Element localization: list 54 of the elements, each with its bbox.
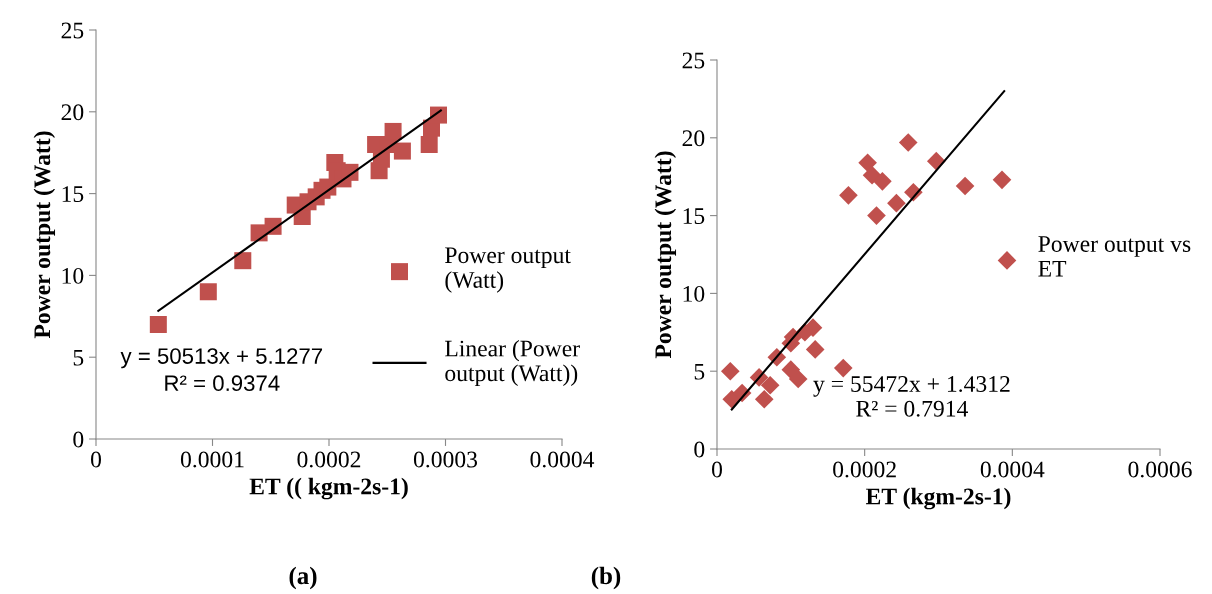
y-tick-label: 0 (73, 431, 84, 448)
y-tick-label: 10 (683, 285, 705, 302)
x-tick-label: 0.0002 (297, 451, 361, 468)
y-tick-label: 15 (683, 208, 705, 225)
x-tick-label: 0 (712, 461, 722, 478)
y-tick-label: 10 (62, 267, 84, 284)
text: (b) (591, 566, 621, 590)
point (420, 136, 438, 154)
point (430, 106, 448, 124)
text: (a) (289, 566, 317, 590)
x-tick-label: 0.0002 (833, 461, 896, 478)
x-axis-title: ET (kgm-2s-1) (865, 487, 1011, 510)
legend-label: Power output (Watt) (445, 247, 571, 293)
legend-label: Power output vs ET (1038, 236, 1191, 277)
y-tick-label: 5 (73, 349, 84, 366)
x-tick-label: 0.0004 (530, 451, 595, 468)
x-tick-label: 0.0006 (1128, 461, 1192, 478)
x-tick-label: 0.0001 (180, 451, 244, 468)
x-tick-label: 0.0003 (413, 451, 478, 468)
point (955, 176, 975, 196)
point (858, 153, 877, 173)
legend-label: Linear (Power output (Watt)) (445, 339, 580, 387)
x-tick-label: 0.0004 (980, 461, 1045, 478)
y-axis-title: Power output (Watt) (33, 131, 56, 339)
point (862, 165, 882, 185)
point (199, 283, 217, 301)
point (788, 369, 808, 389)
annotation: y = 50513x + 5.1277 R² = 0.9374 (120, 348, 323, 392)
y-tick-label: 25 (682, 52, 705, 69)
point (393, 142, 411, 160)
point (887, 193, 906, 213)
point (803, 318, 823, 337)
y-tick-label: 5 (694, 363, 705, 380)
point (149, 315, 167, 333)
annotation: y = 55472x + 1.4312 R² = 0.7914 (813, 376, 1010, 417)
point (720, 361, 740, 381)
y-tick-label: 25 (61, 22, 84, 39)
point (867, 206, 886, 225)
point (805, 340, 825, 359)
point (873, 172, 892, 191)
y-axis-title: Power output (Watt) (654, 151, 677, 359)
point (833, 358, 853, 378)
y-tick-label: 20 (682, 130, 705, 147)
y-tick-label: 20 (61, 104, 84, 121)
point (754, 389, 774, 409)
x-axis-title: ET (( kgm-2s-1) (249, 477, 408, 500)
point (992, 170, 1012, 190)
point (384, 122, 402, 140)
x-tick-label: 0 (91, 451, 101, 468)
point (898, 133, 918, 152)
point (234, 252, 252, 270)
y-tick-label: 15 (62, 186, 84, 203)
point (839, 186, 858, 205)
point (760, 375, 780, 395)
